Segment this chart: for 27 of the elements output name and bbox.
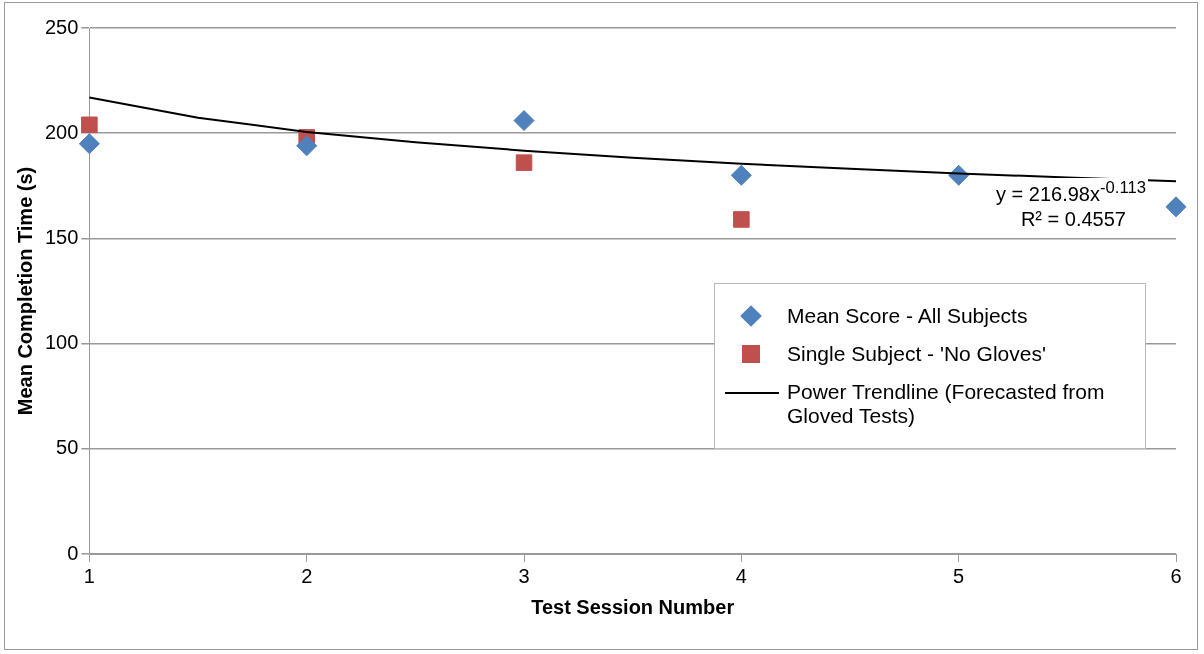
x-tick-label: 1: [83, 564, 95, 587]
y-tick-label: 150: [44, 225, 79, 248]
y-tick-label: 100: [44, 331, 79, 354]
point: [78, 133, 100, 155]
point: [1165, 196, 1187, 218]
point: [296, 135, 318, 157]
legend-label: Power Trendline (Forecasted from Gloved Tests): [787, 380, 1106, 428]
annotation: y = 216.98x$^{-0.113}$: [994, 178, 1148, 206]
x-tick-label: 3: [518, 564, 530, 587]
point: [513, 110, 535, 132]
point: [733, 211, 750, 228]
y-tick-label: 0: [67, 541, 79, 564]
x-axis-title: Test Session Number: [531, 595, 735, 618]
y-tick-label: 250: [44, 15, 79, 38]
x-tick-label: 6: [1170, 564, 1182, 587]
y-tick-label: 50: [56, 436, 79, 459]
y-axis-title: Mean Completion Time (s): [13, 166, 36, 416]
point: [81, 116, 98, 134]
legend-label: Single Subject - 'No Gloves': [787, 342, 1046, 366]
legend-label: Mean Score - All Subjects: [787, 304, 1028, 328]
point: [730, 164, 752, 186]
y-tick-label: 200: [44, 120, 79, 143]
point: [515, 154, 533, 171]
x-tick-label: 2: [301, 564, 313, 587]
annotation: R² = 0.4557: [1018, 208, 1128, 231]
x-tick-label: 4: [735, 564, 747, 587]
x-tick-label: 5: [953, 564, 965, 587]
